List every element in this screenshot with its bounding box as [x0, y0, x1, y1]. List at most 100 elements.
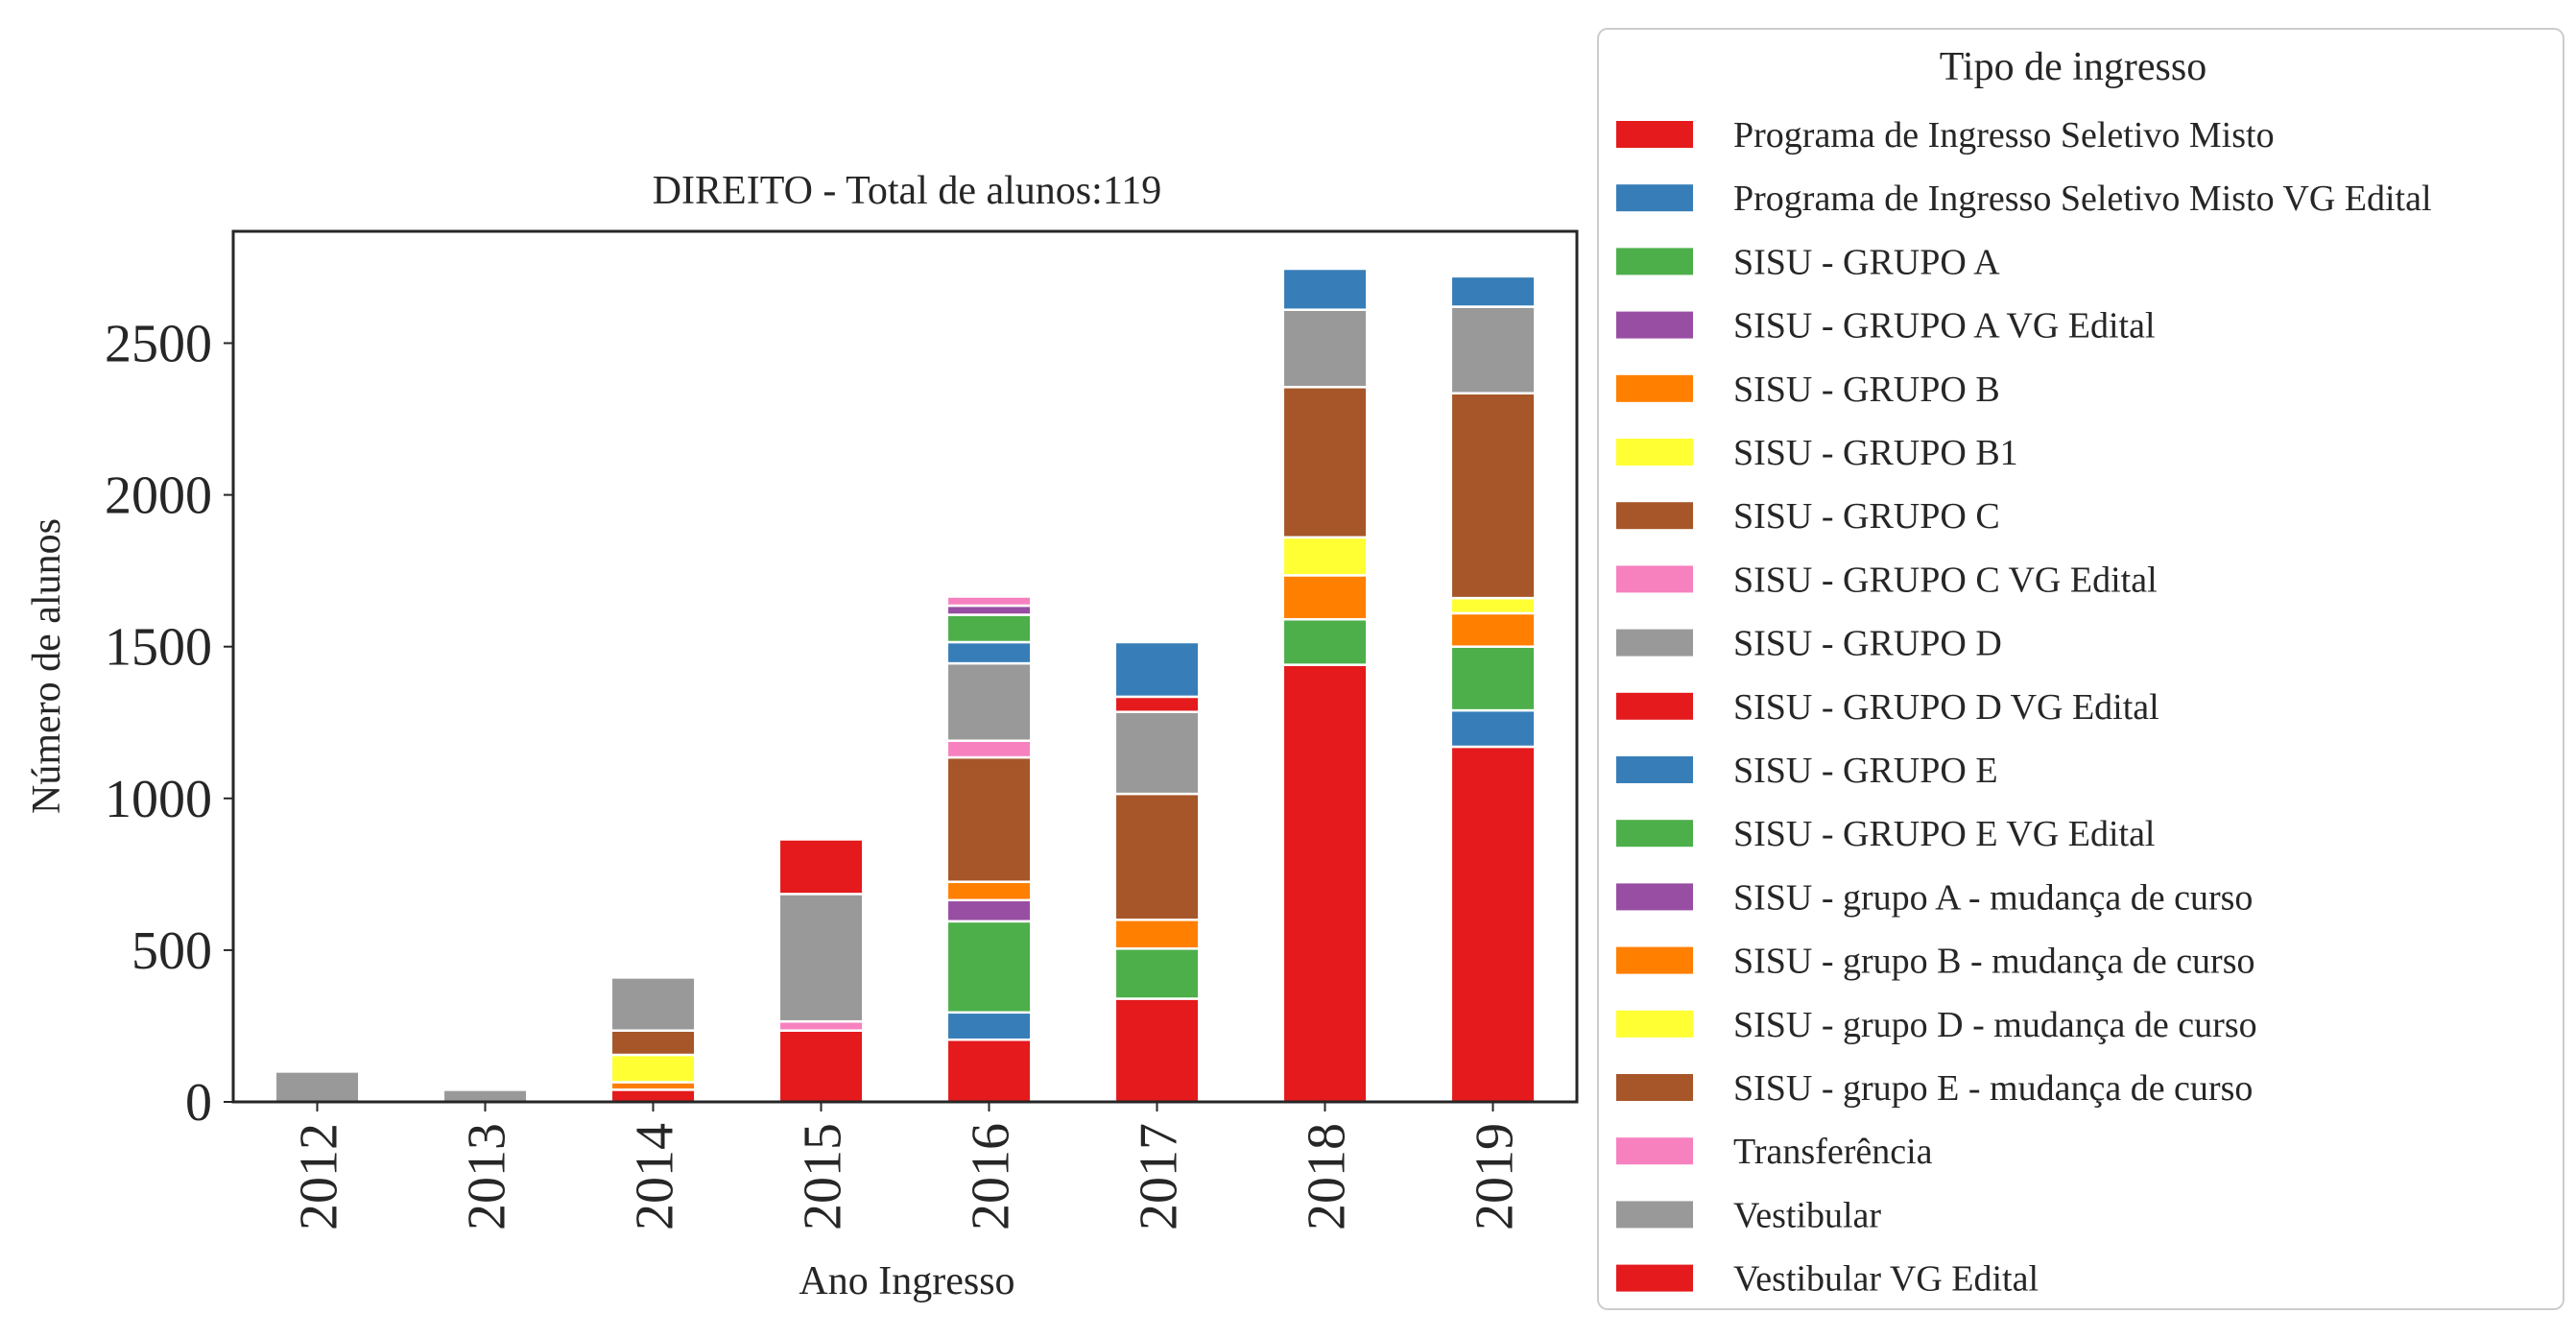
- legend-frame: [1597, 28, 2564, 1310]
- y-tick-label: 1500: [105, 618, 212, 678]
- bar-segment: [777, 838, 865, 896]
- x-axis-ticks: 2012 2013 2014 2015 2016 2017 2018 2019: [290, 1102, 1525, 1230]
- legend-label: SISU - GRUPO E VG Edital: [1733, 814, 2156, 854]
- legend-swatch: [1616, 374, 1693, 402]
- x-tick-label: 2016: [962, 1123, 1021, 1230]
- bar-segment: [777, 893, 865, 1023]
- bar-segment: [945, 1038, 1033, 1104]
- bar-segment: [945, 755, 1033, 883]
- bar-segment: [945, 640, 1033, 665]
- x-tick-label: 2012: [290, 1123, 349, 1230]
- legend-swatch: [1616, 1074, 1693, 1101]
- legend-swatch: [1616, 756, 1693, 783]
- x-tick-label: 2013: [458, 1123, 517, 1230]
- bar-segment: [945, 739, 1033, 759]
- legend-label: SISU - GRUPO C: [1733, 496, 2000, 537]
- legend-swatch: [1616, 439, 1693, 466]
- legend-label: SISU - grupo D - mudança de curso: [1733, 1005, 2257, 1045]
- legend-swatch: [1616, 1010, 1693, 1038]
- bar-segment: [609, 976, 697, 1032]
- legend-swatch: [1616, 629, 1693, 657]
- bar-segment: [1113, 710, 1201, 796]
- legend-label: Programa de Ingresso Seletivo Misto: [1733, 115, 2275, 155]
- bar-segment: [945, 1011, 1033, 1041]
- bar-segment: [945, 661, 1033, 742]
- bar-segment: [1449, 305, 1537, 394]
- bar-segment: [945, 880, 1033, 902]
- legend-label: SISU - GRUPO B1: [1733, 433, 2018, 473]
- bar-segment: [1281, 663, 1369, 1104]
- bars-layer: [274, 267, 1537, 1104]
- legend-label: Programa de Ingresso Seletivo Misto VG E…: [1733, 179, 2432, 219]
- y-tick-label: 2000: [105, 466, 212, 526]
- legend-swatch: [1616, 1201, 1693, 1229]
- bar-segment: [945, 595, 1033, 608]
- x-tick-label: 2018: [1298, 1123, 1357, 1230]
- bar-segment: [1449, 275, 1537, 308]
- bar-segment: [1281, 617, 1369, 666]
- chart-title: DIREITO - Total de alunos:119: [653, 169, 1162, 213]
- bar-segment: [945, 613, 1033, 644]
- x-tick-label: 2014: [626, 1123, 685, 1230]
- legend-swatch: [1616, 692, 1693, 720]
- bar-segment: [441, 1088, 529, 1104]
- bar-segment: [609, 1088, 697, 1104]
- legend-swatch: [1616, 121, 1693, 148]
- legend-title: Tipo de ingresso: [1940, 45, 2206, 89]
- legend-label: Vestibular: [1733, 1195, 1881, 1235]
- y-axis-title: Número de alunos: [25, 518, 69, 814]
- bar-segment: [1449, 745, 1537, 1104]
- legend-items: Programa de Ingresso Seletivo Misto Progr…: [1616, 115, 2432, 1300]
- bar-segment: [274, 1070, 361, 1104]
- bar-segment: [1449, 596, 1537, 615]
- legend-label: SISU - GRUPO B: [1733, 370, 2000, 410]
- legend-label: SISU - GRUPO D: [1733, 624, 2002, 664]
- bar-segment: [945, 898, 1033, 923]
- bar-segment: [1449, 611, 1537, 648]
- legend-label: Vestibular VG Edital: [1733, 1259, 2039, 1300]
- bar-segment: [609, 1053, 697, 1084]
- legend-label: Transferência: [1733, 1132, 1933, 1172]
- legend-label: SISU - grupo A - mudança de curso: [1733, 877, 2253, 918]
- y-tick-label: 1000: [105, 770, 212, 829]
- bar-segment: [1113, 640, 1201, 699]
- legend-label: SISU - grupo B - mudança de curso: [1733, 942, 2255, 982]
- bar-segment: [1281, 536, 1369, 577]
- y-axis-ticks: 0 500 1000 1500 2000 2500: [105, 315, 233, 1133]
- legend-swatch: [1616, 1264, 1693, 1292]
- legend-swatch: [1616, 1137, 1693, 1165]
- legend-swatch: [1616, 502, 1693, 530]
- plot-frame: [231, 229, 1579, 1104]
- bar-segment: [1113, 792, 1201, 921]
- legend-label: SISU - GRUPO A: [1733, 242, 2000, 282]
- legend-swatch: [1616, 184, 1693, 212]
- bar-segment: [1281, 308, 1369, 389]
- bar-segment: [1113, 997, 1201, 1104]
- legend-swatch: [1616, 311, 1693, 339]
- bar-segment: [945, 604, 1033, 616]
- y-tick-label: 0: [185, 1073, 212, 1133]
- bar-segment: [1449, 645, 1537, 712]
- bar-segment: [1449, 392, 1537, 600]
- bar-segment: [1281, 574, 1369, 621]
- bar-segment: [1113, 947, 1201, 1000]
- legend-label: SISU - GRUPO E: [1733, 751, 1998, 791]
- bar-segment: [1113, 919, 1201, 950]
- legend-swatch: [1616, 820, 1693, 848]
- legend-swatch: [1616, 883, 1693, 911]
- y-tick-label: 500: [131, 921, 212, 981]
- x-tick-label: 2017: [1130, 1123, 1189, 1230]
- bar-segment: [777, 1029, 865, 1104]
- legend-swatch: [1616, 565, 1693, 593]
- x-tick-label: 2019: [1466, 1123, 1525, 1230]
- bar-segment: [1113, 695, 1201, 713]
- x-axis-title: Ano Ingresso: [799, 1259, 1014, 1303]
- bar-segment: [1281, 386, 1369, 539]
- legend-label: SISU - GRUPO C VG Edital: [1733, 560, 2158, 600]
- legend-label: SISU - grupo E - mudança de curso: [1733, 1068, 2253, 1109]
- legend-label: SISU - GRUPO A VG Edital: [1733, 306, 2156, 346]
- legend-label: SISU - GRUPO D VG Edital: [1733, 687, 2159, 728]
- bar-segment: [1449, 708, 1537, 749]
